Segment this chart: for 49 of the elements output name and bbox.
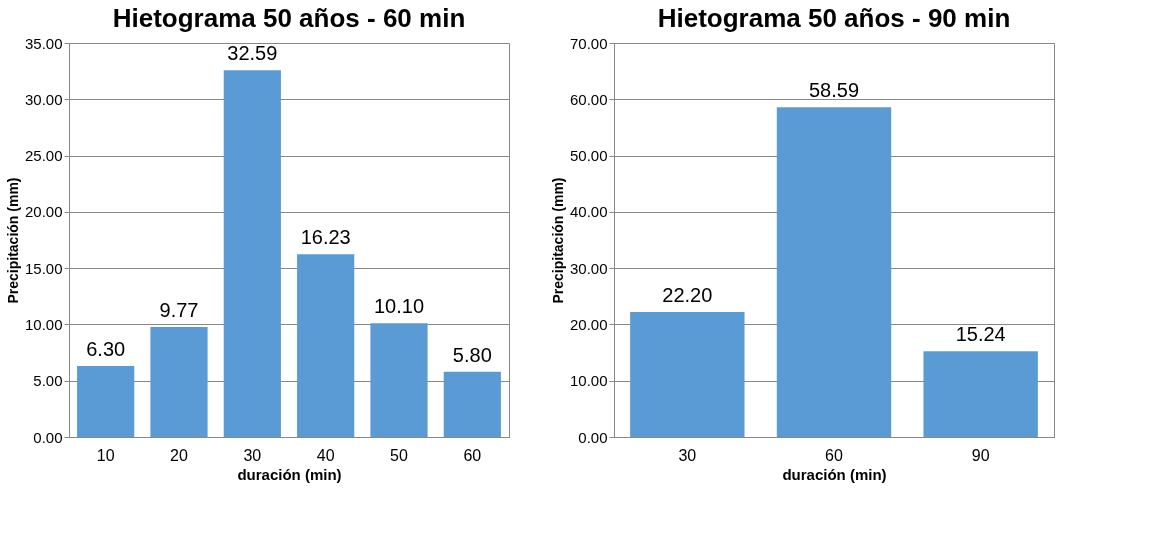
bar: [223, 70, 281, 437]
x-axis-title: duración (min): [237, 465, 342, 483]
chart-title: Hietograma 50 años - 90 min: [657, 3, 1011, 33]
y-tick-label: 30.00: [569, 259, 608, 277]
bar: [77, 366, 135, 437]
y-axis-title: Precipitación (mm): [549, 177, 566, 304]
x-axis-title: duración (min): [782, 465, 887, 483]
data-label: 5.80: [452, 343, 492, 366]
chart-title: Hietograma 50 años - 60 min: [112, 3, 466, 33]
data-label: 10.10: [373, 295, 425, 318]
data-label: 16.23: [300, 226, 351, 249]
y-tick-label: 70.00: [569, 34, 608, 52]
data-label: 32.59: [227, 42, 278, 65]
data-label: 6.30: [86, 338, 126, 361]
data-label: 15.24: [955, 323, 1006, 346]
x-tick-label: 10: [96, 446, 115, 464]
data-label: 9.77: [159, 299, 199, 322]
x-tick-label: 90: [971, 446, 990, 464]
y-tick-label: 35.00: [24, 34, 63, 52]
y-tick-label: 40.00: [569, 203, 608, 221]
y-tick-label: 60.00: [569, 90, 608, 108]
y-tick-label: 20.00: [569, 315, 608, 333]
x-tick-label: 30: [243, 446, 262, 464]
y-tick-label: 10.00: [569, 372, 608, 390]
y-tick-label: 5.00: [33, 372, 63, 390]
y-tick-label: 50.00: [569, 147, 608, 165]
x-tick-label: 30: [678, 446, 697, 464]
y-tick-label: 15.00: [24, 259, 63, 277]
x-tick-label: 40: [316, 446, 335, 464]
y-tick-label: 30.00: [24, 90, 63, 108]
x-tick-label: 20: [170, 446, 188, 464]
bar: [297, 254, 355, 437]
bar: [370, 323, 428, 437]
y-tick-label: 25.00: [24, 147, 63, 165]
x-tick-label: 60: [463, 446, 482, 464]
bar: [150, 327, 208, 437]
x-tick-label: 50: [390, 446, 408, 464]
data-label: 22.20: [662, 284, 713, 307]
y-axis-title: Precipitación (mm): [4, 177, 21, 304]
y-tick-label: 10.00: [24, 315, 63, 333]
x-tick-label: 60: [825, 446, 843, 464]
bar: [776, 107, 892, 437]
bar: [443, 371, 501, 437]
y-tick-label: 0.00: [578, 428, 608, 446]
bar: [630, 312, 745, 437]
bar: [923, 351, 1038, 437]
y-tick-label: 20.00: [24, 203, 63, 221]
data-label: 58.59: [808, 79, 860, 102]
y-tick-label: 0.00: [33, 428, 63, 446]
